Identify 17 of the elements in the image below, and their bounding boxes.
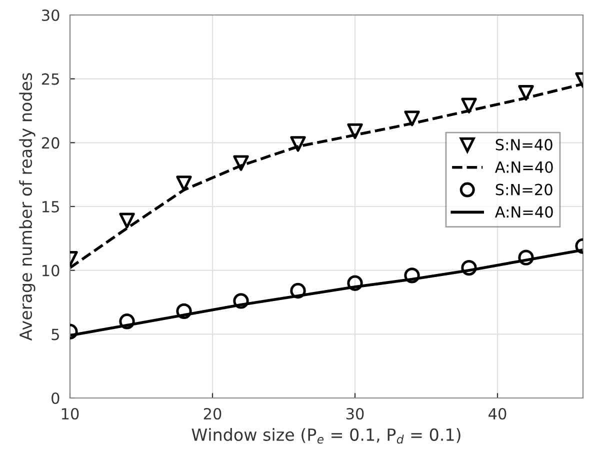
y-tick-label: 20 xyxy=(42,137,60,149)
y-tick-label: 0 xyxy=(52,392,60,404)
x-axis-title: Window size (P$_{e}$ = 0.1, P$_{d}$ = 0.1) xyxy=(192,428,460,444)
y-axis-title: Average number of ready nodes xyxy=(19,73,36,341)
legend-label: A:N=40 xyxy=(494,206,553,218)
y-tick-label: 15 xyxy=(42,201,59,213)
y-tick-label: 30 xyxy=(42,9,60,22)
x-tick-label: 10 xyxy=(62,408,79,420)
y-tick-label: 5 xyxy=(52,328,59,340)
y-tick-label: 25 xyxy=(42,73,59,85)
legend-label: S:N=40 xyxy=(496,138,552,150)
x-tick-label: 40 xyxy=(488,408,506,420)
y-tick-label: 10 xyxy=(42,264,60,276)
x-tick-label: 30 xyxy=(346,408,364,420)
legend-label: S:N=20 xyxy=(496,184,552,196)
x-tick-label: 20 xyxy=(204,408,222,420)
legend-label: A:N=40 xyxy=(494,161,553,173)
